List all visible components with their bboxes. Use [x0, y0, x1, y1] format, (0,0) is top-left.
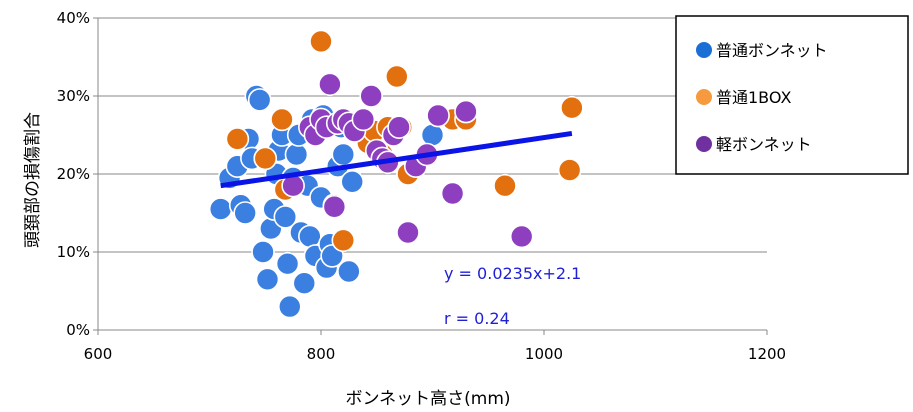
data-point-series-1: [277, 294, 302, 319]
data-point-series-1: [255, 267, 280, 292]
data-point-series-1: [420, 123, 445, 147]
data-point-series-2: [270, 107, 294, 132]
legend-label: 普通1BOX: [716, 88, 791, 107]
y-tick-label: 0%: [66, 321, 90, 339]
y-tick-label: 20%: [57, 165, 90, 183]
data-point-series-2: [493, 173, 517, 198]
x-tick-label: 600: [84, 345, 113, 363]
data-point-series-1: [208, 197, 233, 221]
data-point-series-3: [387, 115, 411, 139]
x-axis-label: ボンネット高さ(mm): [345, 389, 510, 409]
data-point-series-1: [275, 251, 300, 276]
data-point-series-2: [309, 29, 333, 54]
data-point-series-3: [509, 224, 534, 249]
data-point-series-1: [331, 142, 356, 167]
data-point-series-3: [396, 220, 420, 245]
legend-label: 普通ボンネット: [716, 41, 828, 60]
data-point-series-1: [247, 88, 272, 112]
trendline-equation: y = 0.0235x+2.1: [444, 264, 581, 283]
data-point-series-3: [322, 194, 347, 219]
legend-marker: [696, 89, 712, 105]
data-point-series-2: [557, 158, 582, 182]
x-tick-label: 1200: [748, 345, 786, 363]
data-point-series-3: [351, 107, 376, 132]
data-points: [208, 29, 584, 319]
x-tick-label: 1000: [525, 345, 563, 363]
data-point-series-2: [385, 64, 409, 89]
legend-label: 軽ボンネット: [716, 135, 812, 154]
data-point-series-2: [253, 146, 278, 171]
legend-marker: [696, 136, 712, 152]
data-point-series-2: [560, 95, 584, 120]
data-point-series-1: [298, 224, 322, 249]
data-point-series-2: [331, 228, 356, 253]
data-point-series-1: [340, 170, 365, 194]
trendline: [220, 130, 573, 189]
y-tick-label: 10%: [57, 243, 90, 261]
correlation-label: r = 0.24: [444, 309, 510, 328]
legend-marker: [696, 42, 712, 58]
y-axis-label: 頭頚部の損傷割合: [23, 112, 43, 248]
data-point-series-1: [284, 142, 309, 167]
trendline-layer: [220, 130, 573, 189]
data-point-series-1: [273, 205, 298, 229]
data-point-series-3: [359, 84, 383, 108]
data-point-series-3: [426, 103, 450, 128]
data-point-series-3: [454, 99, 478, 124]
grid-lines: [98, 17, 767, 253]
y-tick-label: 30%: [57, 87, 90, 105]
data-point-series-1: [233, 201, 257, 225]
data-point-series-3: [440, 181, 465, 206]
data-point-series-1: [292, 271, 317, 296]
data-point-series-1: [251, 240, 275, 264]
data-point-series-1: [337, 259, 361, 284]
tick-labels: 0% 10% 20% 30% 40% 600 800 1000 1200: [57, 9, 786, 363]
y-tick-label: 40%: [57, 9, 90, 27]
data-point-series-3: [318, 72, 342, 97]
legend-box: [675, 15, 909, 175]
data-point-series-2: [225, 127, 250, 151]
x-tick-label: 800: [307, 345, 336, 363]
